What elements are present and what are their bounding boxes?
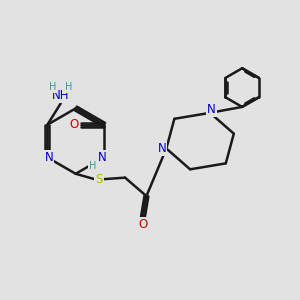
Text: N: N — [98, 151, 107, 164]
Text: S: S — [95, 172, 103, 186]
Text: N: N — [207, 103, 216, 116]
Text: N: N — [44, 151, 53, 164]
Text: H: H — [89, 161, 96, 171]
Text: H: H — [49, 82, 56, 92]
Text: N: N — [158, 142, 166, 155]
Text: NH: NH — [52, 89, 70, 102]
Text: O: O — [138, 218, 148, 230]
Text: O: O — [70, 118, 79, 131]
Text: H: H — [65, 82, 73, 92]
